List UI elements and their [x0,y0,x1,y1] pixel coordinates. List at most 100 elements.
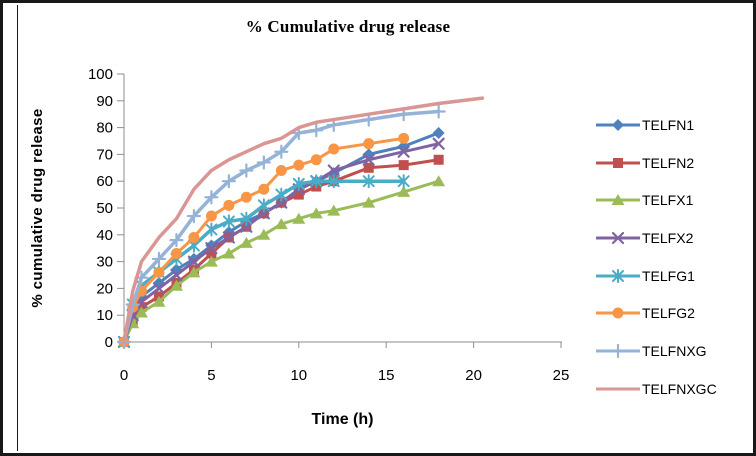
y-tick-label: 70 [96,146,113,163]
marker-triangle-telfx1 [257,228,271,240]
marker-asterisk-telfg1 [327,174,340,189]
y-tick-label: 20 [96,280,113,297]
chart-plot: 0 10 20 30 40 50 60 70 80 90 100 0 5 10 15 20 25 [88,66,570,384]
legend-item-telfnxgc: TELFNXGC [595,370,753,408]
marker-circle-telfg2 [310,154,322,166]
marker-circle-telfg2 [275,164,287,176]
marker-diamond-telfn1 [205,239,218,252]
marker-asterisk-telfg1 [292,176,305,191]
marker-circle-telfg2 [170,248,182,260]
marker-plus-telfnxg [239,163,254,178]
y-tick-label: 30 [96,254,113,271]
legend-label: TELFNXGC [642,380,717,397]
marker-circle-telfg2 [205,210,217,222]
marker-x-telfx2 [205,242,218,255]
marker-circle-telfg2 [293,159,305,171]
legend-swatch-telfg2 [596,307,640,319]
marker-circle-telfg2 [328,143,340,155]
legend-marker-telfg2 [612,307,624,319]
marker-triangle-telfx1 [152,295,166,307]
marker-diamond-telfn1 [187,252,200,265]
y-tick-label: 90 [96,93,113,110]
legend-marker-telfx2 [611,231,625,245]
marker-circle-telfg2 [188,231,200,243]
marker-triangle-telfx1 [169,279,183,291]
legend-swatch-telfx1 [596,194,640,206]
x-tick-label: 15 [378,367,395,384]
legend-marker-telfg1 [612,268,624,283]
marker-triangle-telfx1 [362,196,376,208]
x-tick-label: 20 [465,367,482,384]
y-tick-label: 50 [96,200,113,217]
legend-swatch-telfg1 [596,268,640,283]
marker-triangle-telfx1 [397,185,411,197]
legend-swatch-telfnxgc [596,387,640,391]
marker-plus-telfnxg [186,208,202,224]
marker-x-telfx2 [432,137,445,150]
legend-swatch-telfn1 [596,118,640,131]
marker-asterisk-telfg1 [240,211,253,226]
legend-label: TELFN1 [642,116,695,133]
marker-square-telfn2 [363,162,374,173]
legend-item-telfn2: TELFN2 [595,144,753,182]
marker-triangle-telfx1 [204,255,218,267]
marker-diamond-telfn1 [432,126,445,139]
marker-circle-telfg2 [398,132,410,144]
y-tick-label: 100 [88,66,113,83]
marker-triangle-telfx1 [292,212,306,224]
marker-plus-telfnxg [221,174,236,189]
marker-plus-telfnxg [204,190,219,205]
marker-plus-telfnxg [274,144,289,159]
marker-triangle-telfx1 [327,204,341,216]
marker-plus-telfnxg [169,233,184,248]
x-tick-label: 0 [120,367,128,384]
y-tick-label: 0 [105,334,113,351]
marker-x-telfx2 [362,153,375,166]
marker-plus-telfnxg [256,155,271,170]
marker-square-telfn2 [433,154,444,165]
marker-circle-telfg2 [240,191,252,203]
marker-x-telfx2 [152,282,166,295]
legend-marker-telfx1 [611,194,625,206]
inner-border-line [17,5,18,451]
marker-triangle-telfx1 [309,207,323,219]
marker-asterisk-telfg1 [257,198,270,213]
marker-asterisk-telfg1 [222,214,235,229]
marker-x-telfx2 [187,255,201,268]
series-line-telfnxgc [122,96,485,344]
legend-label: TELFX1 [642,192,694,209]
marker-x-telfx2 [397,145,410,158]
marker-circle-telfg2 [258,183,270,195]
marker-triangle-telfx1 [222,247,236,259]
legend-swatch-telfx2 [596,231,640,245]
chart-legend: TELFN1 TELFN2 TELFX1 TELFX2 TELFG1 TELFG2 TELF… [595,106,753,408]
marker-plus-telfnxg [431,104,446,119]
marker-asterisk-telfg1 [275,187,288,202]
y-tick-label: 10 [96,307,113,324]
marker-circle-telfg2 [153,266,165,278]
legend-item-telfx2: TELFX2 [595,219,753,257]
marker-triangle-telfx1 [274,218,288,230]
marker-x-telfx2 [327,164,340,177]
marker-x-telfx2 [170,268,183,282]
marker-asterisk-telfg1 [205,222,218,237]
marker-triangle-telfx1 [239,236,253,248]
x-axis-title: Time (h) [311,411,374,428]
marker-asterisk-telfg1 [310,174,323,189]
legend-item-telfg1: TELFG1 [595,257,753,295]
legend-label: TELFG2 [642,305,695,322]
series-line-telfg1 [122,179,406,344]
marker-square-telfn2 [206,248,217,259]
marker-asterisk-telfg1 [362,174,375,189]
x-tick-label: 10 [290,367,307,384]
legend-swatch-telfn2 [596,157,640,168]
x-tick-label: 5 [207,367,215,384]
y-tick-label: 60 [96,173,113,190]
x-tick-label: 25 [553,367,570,384]
series-line-telfn2 [122,158,441,344]
chart-title: % Cumulative drug release [245,17,451,36]
marker-square-telfn2 [398,160,409,171]
legend-item-telfg2: TELFG2 [595,294,753,332]
marker-x-telfx2 [222,231,235,244]
